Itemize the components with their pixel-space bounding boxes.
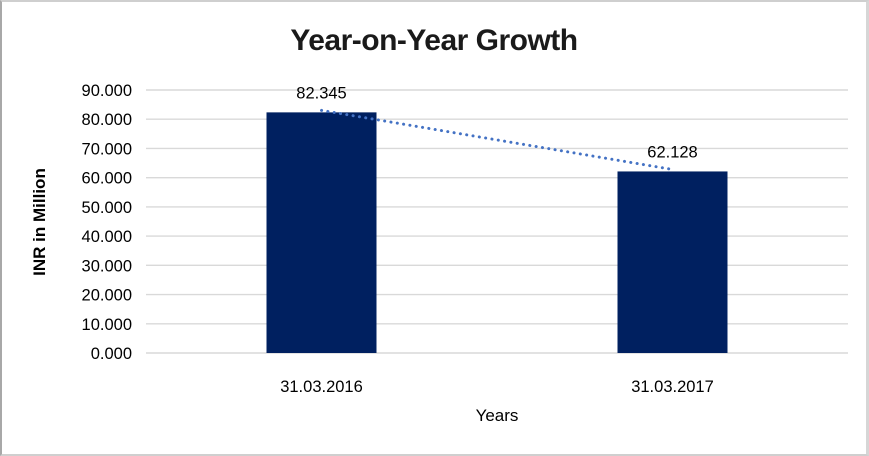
y-tick-label: 60.000 bbox=[82, 170, 132, 188]
chart-title: Year-on-Year Growth bbox=[290, 24, 578, 57]
y-tick-label: 80.000 bbox=[82, 111, 132, 129]
y-tick-label: 50.000 bbox=[82, 199, 132, 217]
y-tick-label: 20.000 bbox=[82, 287, 132, 305]
data-label: 82.345 bbox=[296, 84, 346, 102]
trendline[interactable] bbox=[320, 108, 674, 171]
y-tick-label: 0.000 bbox=[91, 345, 132, 363]
y-tick-label: 10.000 bbox=[82, 316, 132, 334]
y-tick-label: 30.000 bbox=[82, 257, 132, 275]
x-category-label: 31.03.2017 bbox=[631, 378, 714, 396]
data-label: 62.128 bbox=[647, 143, 697, 161]
x-category-label: 31.03.2016 bbox=[280, 378, 363, 396]
y-tick-label: 90.000 bbox=[82, 82, 132, 100]
x-axis-title: Years bbox=[475, 406, 519, 425]
y-tick-label: 70.000 bbox=[82, 140, 132, 158]
bar-31.03.2017[interactable] bbox=[617, 171, 728, 353]
y-tick-label: 40.000 bbox=[82, 228, 132, 246]
bar-31.03.2016[interactable] bbox=[266, 112, 377, 353]
